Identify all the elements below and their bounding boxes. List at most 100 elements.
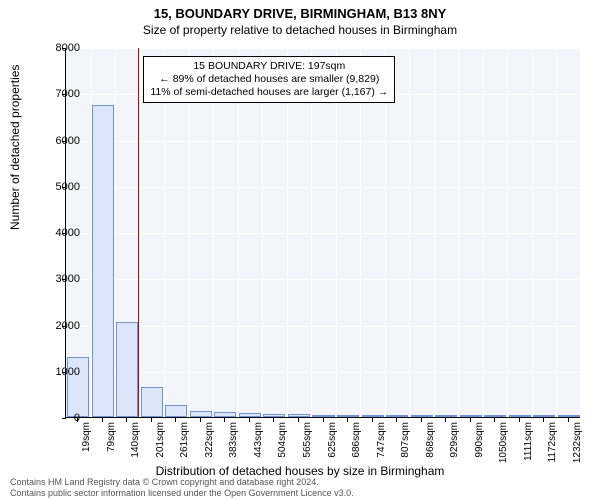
xtick-label: 1172sqm (547, 422, 558, 462)
annotation-line-3: 11% of semi-detached houses are larger (… (150, 86, 388, 99)
histogram-bar (484, 415, 506, 417)
xtick-label: 79sqm (106, 422, 117, 452)
xtick-label: 565sqm (302, 422, 313, 458)
gridline-h (66, 372, 580, 373)
xtick-label: 140sqm (130, 422, 141, 458)
histogram-bar (165, 405, 187, 417)
ytick-label: 6000 (40, 135, 80, 147)
gridline-h (66, 141, 580, 142)
histogram-bar (362, 415, 384, 417)
gridline-v (409, 48, 410, 417)
histogram-bar (141, 387, 163, 417)
histogram-bar (190, 411, 212, 417)
xtick-mark (347, 418, 348, 422)
histogram-bar (509, 415, 531, 417)
histogram-bar (263, 414, 285, 417)
xtick-mark (470, 418, 471, 422)
xtick-label: 747sqm (376, 422, 387, 458)
histogram-bar (533, 415, 555, 417)
ytick-label: 4000 (40, 227, 80, 239)
xtick-label: 1232sqm (572, 422, 583, 463)
xtick-mark (323, 418, 324, 422)
gridline-h (66, 326, 580, 327)
x-axis-label: Distribution of detached houses by size … (0, 464, 600, 478)
histogram-bar (411, 415, 433, 417)
xtick-label: 443sqm (253, 422, 264, 458)
chart-container: 15, BOUNDARY DRIVE, BIRMINGHAM, B13 8NY … (0, 0, 600, 500)
xtick-label: 929sqm (449, 422, 460, 458)
ytick-label: 8000 (40, 42, 80, 54)
xtick-mark (175, 418, 176, 422)
xtick-label: 383sqm (228, 422, 239, 458)
xtick-mark (519, 418, 520, 422)
xtick-mark (494, 418, 495, 422)
xtick-mark (249, 418, 250, 422)
xtick-label: 19sqm (81, 422, 92, 452)
xtick-label: 504sqm (277, 422, 288, 458)
histogram-bar (337, 415, 359, 417)
xtick-label: 625sqm (327, 422, 338, 458)
xtick-label: 322sqm (204, 422, 215, 458)
xtick-mark (200, 418, 201, 422)
xtick-mark (421, 418, 422, 422)
histogram-bar (386, 415, 408, 417)
xtick-mark (151, 418, 152, 422)
xtick-mark (445, 418, 446, 422)
ytick-label: 7000 (40, 88, 80, 100)
chart-area: 15 BOUNDARY DRIVE: 197sqm ← 89% of detac… (65, 48, 580, 418)
histogram-bar (92, 105, 114, 417)
gridline-v (507, 48, 508, 417)
gridline-h (66, 187, 580, 188)
footer-line-2: Contains public sector information licen… (10, 488, 354, 498)
gridline-v (483, 48, 484, 417)
histogram-bar (239, 413, 261, 417)
chart-title: 15, BOUNDARY DRIVE, BIRMINGHAM, B13 8NY (0, 0, 600, 21)
xtick-mark (543, 418, 544, 422)
y-axis-label: Number of detached properties (8, 65, 22, 230)
footer-line-1: Contains HM Land Registry data © Crown c… (10, 477, 354, 487)
xtick-mark (126, 418, 127, 422)
xtick-label: 807sqm (400, 422, 411, 458)
xtick-label: 1111sqm (523, 422, 534, 461)
xtick-mark (396, 418, 397, 422)
histogram-bar (558, 415, 580, 417)
chart-subtitle: Size of property relative to detached ho… (0, 21, 600, 37)
gridline-v (434, 48, 435, 417)
footer: Contains HM Land Registry data © Crown c… (10, 477, 354, 498)
histogram-bar (435, 415, 457, 417)
histogram-bar (116, 322, 138, 417)
marker-line (138, 48, 139, 417)
xtick-label: 1050sqm (498, 422, 509, 463)
histogram-bar (460, 415, 482, 417)
annotation-line-1: 15 BOUNDARY DRIVE: 197sqm (150, 60, 388, 73)
xtick-mark (273, 418, 274, 422)
histogram-bar (288, 414, 310, 417)
xtick-label: 868sqm (425, 422, 436, 458)
ytick-label: 3000 (40, 273, 80, 285)
gridline-v (532, 48, 533, 417)
histogram-bar (312, 415, 334, 417)
gridline-h (66, 279, 580, 280)
xtick-label: 261sqm (179, 422, 190, 458)
xtick-mark (224, 418, 225, 422)
gridline-h (66, 48, 580, 49)
ytick-label: 1000 (40, 366, 80, 378)
xtick-mark (298, 418, 299, 422)
ytick-label: 2000 (40, 320, 80, 332)
gridline-h (66, 233, 580, 234)
gridline-v (458, 48, 459, 417)
xtick-mark (372, 418, 373, 422)
histogram-bar (214, 412, 236, 417)
ytick-label: 5000 (40, 181, 80, 193)
gridline-v (556, 48, 557, 417)
xtick-label: 686sqm (351, 422, 362, 458)
gridline-v (140, 48, 141, 417)
ytick-label: 0 (40, 412, 80, 424)
plot-area (65, 48, 580, 418)
xtick-mark (102, 418, 103, 422)
xtick-label: 201sqm (155, 422, 166, 458)
xtick-label: 990sqm (474, 422, 485, 458)
xtick-mark (568, 418, 569, 422)
annotation-line-2: ← 89% of detached houses are smaller (9,… (150, 73, 388, 86)
annotation-box: 15 BOUNDARY DRIVE: 197sqm ← 89% of detac… (143, 56, 395, 103)
